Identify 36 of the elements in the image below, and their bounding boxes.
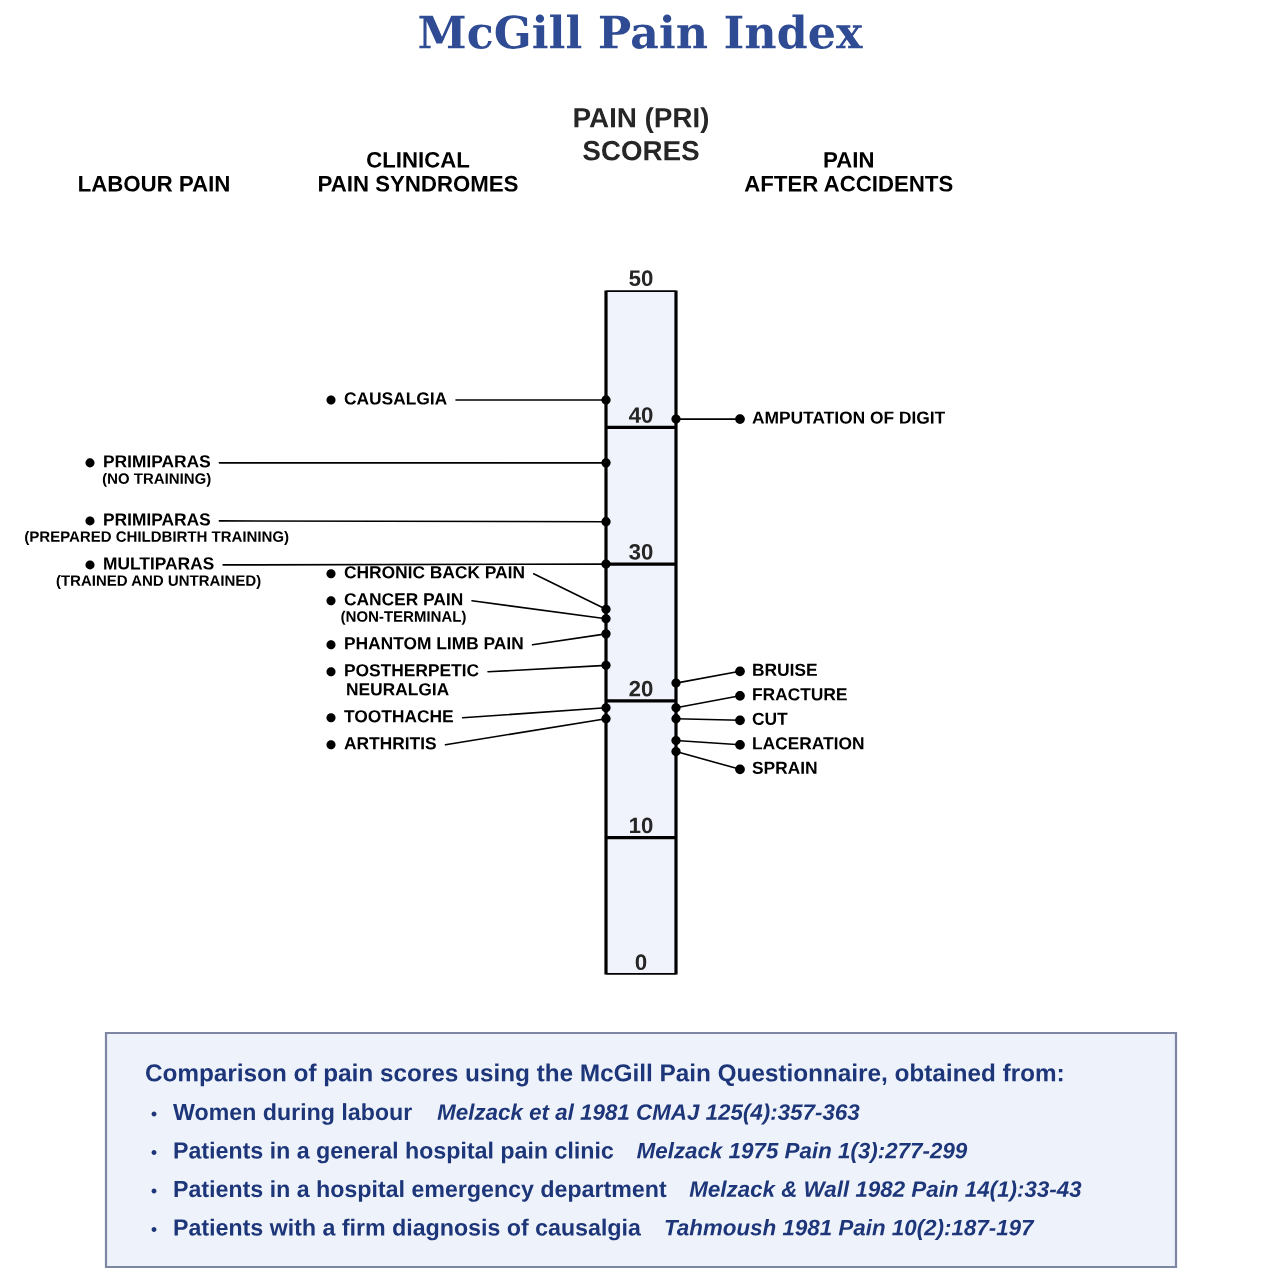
data-label: PRIMIPARAS (NO TRAINING) xyxy=(102,455,211,487)
text: Melzack et al 1981 CMAJ 125(4):357-363 xyxy=(437,1103,860,1125)
data-label: AMPUTATION OF DIGIT xyxy=(752,411,946,424)
text: Patients with a firm diagnosis of causalgia xyxy=(174,1218,642,1241)
data-label: SPRAIN xyxy=(752,761,817,774)
text: Patients in a general hospital pain clinic xyxy=(174,1141,614,1164)
text: PAIN AFTER ACCIDENTS xyxy=(744,152,953,192)
text: Melzack & Wall 1982 Pain 14(1):33-43 xyxy=(689,1180,1082,1202)
text: Melzack 1975 Pain 1(3):277-299 xyxy=(637,1142,968,1163)
y-tick-label: 40 xyxy=(628,407,653,423)
y-axis-title: PAIN (PRI) SCORES xyxy=(574,107,709,161)
y-tick-label: 50 xyxy=(629,270,653,287)
data-label: LACERATION xyxy=(753,737,864,750)
data-label: PRIMIPARAS (PREPARED CHILDBIRTH TRAINING) xyxy=(25,513,289,545)
text: LABOUR PAIN xyxy=(79,175,229,192)
text: Patients in a hospital emergency department xyxy=(174,1180,667,1202)
y-tick-label: 30 xyxy=(629,543,653,560)
text: CLINICAL PAIN SYNDROMES xyxy=(319,151,518,192)
y-tick-label: 20 xyxy=(629,680,653,697)
data-label: CUT xyxy=(752,712,788,725)
data-label: TOOTHACHE xyxy=(344,710,453,723)
data-label: POSTHERPETIC NEURALGIA xyxy=(345,664,479,696)
text: Tahmoush 1981 Pain 10(2):187-197 xyxy=(665,1219,1035,1240)
data-label: CHRONIC BACK PAIN xyxy=(344,566,524,579)
data-label: FRACTURE xyxy=(753,688,847,701)
data-label: CAUSALGIA xyxy=(344,392,447,405)
y-tick-label: 0 xyxy=(635,954,647,971)
data-label: CANCER PAIN (NON-TERMINAL) xyxy=(341,593,466,625)
data-label: PHANTOM LIMB PAIN xyxy=(345,637,523,650)
text: Comparison of pain scores using the McGill Pain Questionnaire, obtained from: xyxy=(146,1063,1063,1087)
data-label: MULTIPARAS (TRAINED AND UNTRAINED) xyxy=(56,557,261,589)
data-label: BRUISE xyxy=(753,663,817,676)
data-label: ARTHRITIS xyxy=(344,737,436,750)
y-tick-label: 10 xyxy=(630,817,653,834)
chart-title: McGill Pain Index xyxy=(419,14,863,49)
text: Women during labour xyxy=(173,1103,412,1125)
